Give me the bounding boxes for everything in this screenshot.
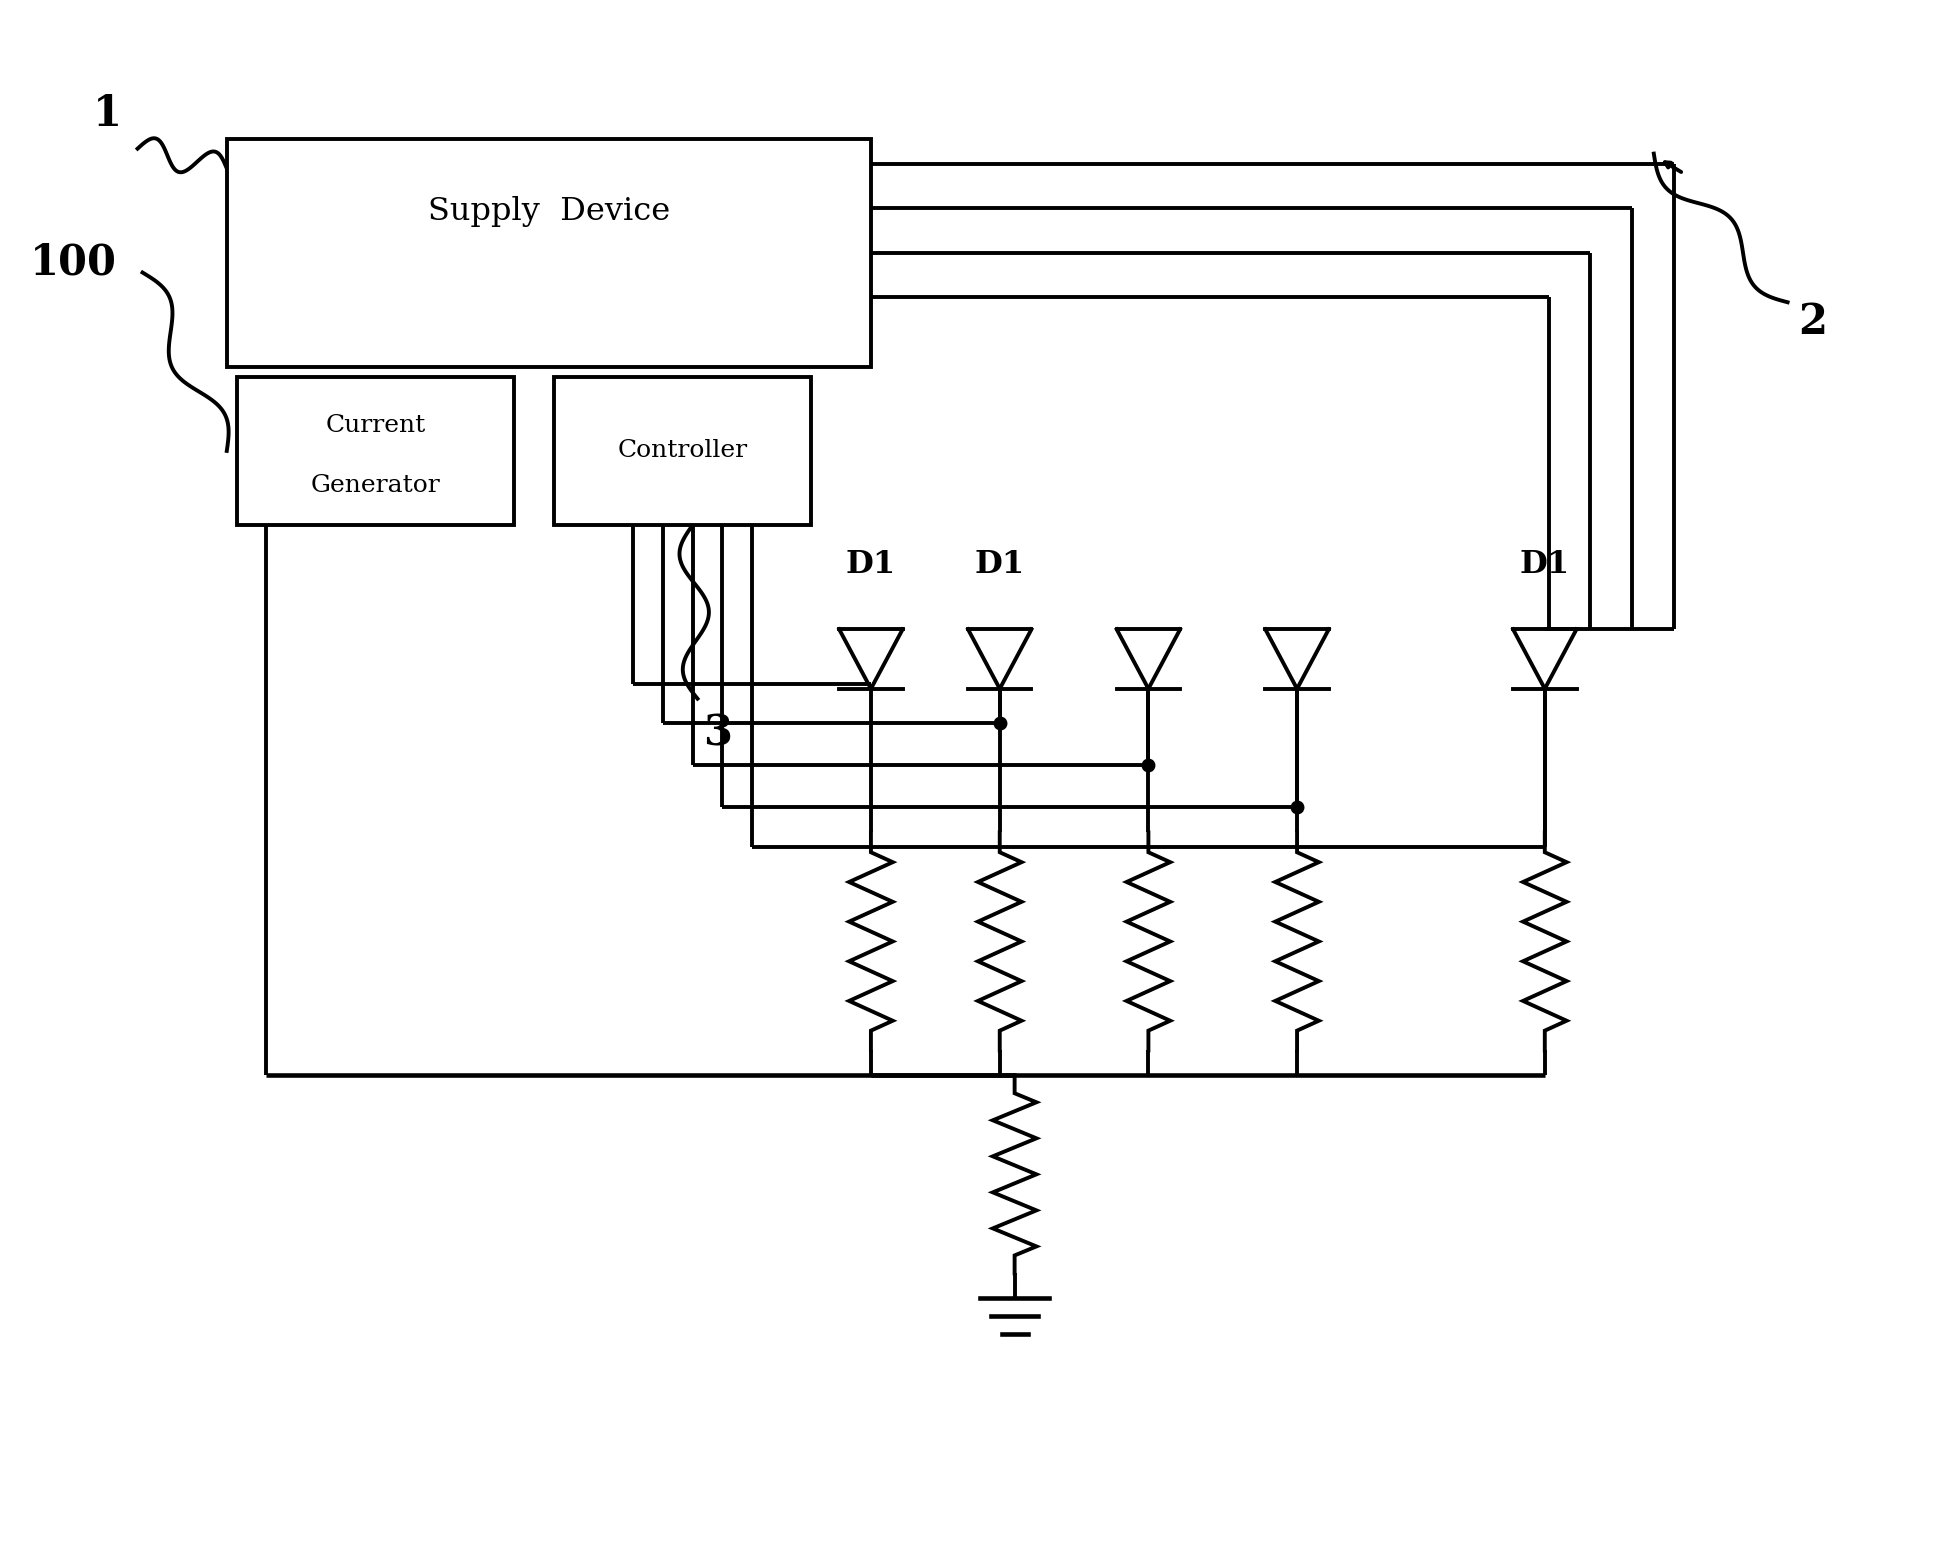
Text: 100: 100 <box>29 242 117 284</box>
Text: D1: D1 <box>1519 549 1570 580</box>
Text: 1: 1 <box>93 93 123 134</box>
Text: D1: D1 <box>846 549 897 580</box>
Text: Generator: Generator <box>311 474 440 497</box>
Text: D1: D1 <box>974 549 1025 580</box>
Text: 2: 2 <box>1797 301 1826 343</box>
Text: Current: Current <box>325 414 426 437</box>
Text: 3: 3 <box>702 713 731 755</box>
Text: Supply  Device: Supply Device <box>428 196 669 227</box>
Bar <box>237 376 513 525</box>
Text: Controller: Controller <box>619 440 747 463</box>
Bar <box>554 376 811 525</box>
Bar <box>228 139 871 367</box>
